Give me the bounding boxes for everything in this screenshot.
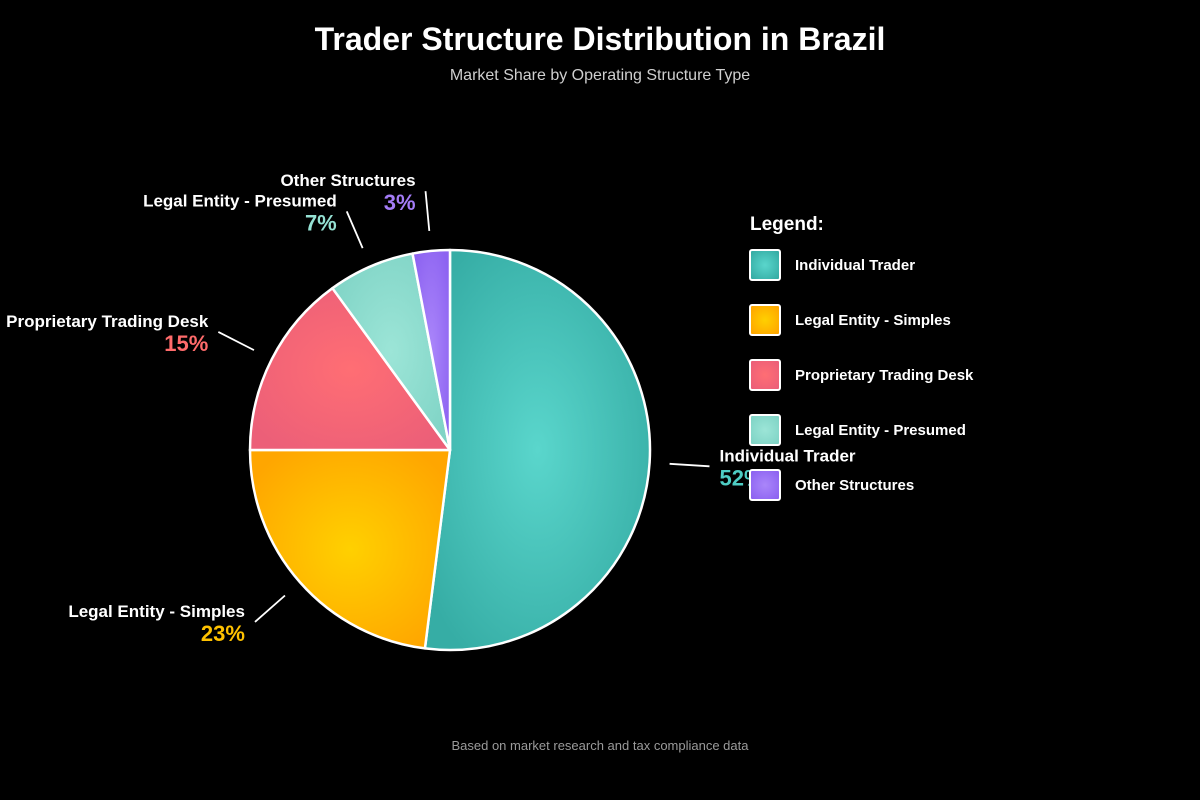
- legend-swatch-individual-trader: [749, 249, 781, 281]
- legend-swatch-legal-entity-simples: [749, 304, 781, 336]
- legend-swatch-proprietary-trading-desk: [749, 359, 781, 391]
- legend-label-legal-entity-presumed: Legal Entity - Presumed: [795, 422, 966, 439]
- chart-subtitle: Market Share by Operating Structure Type: [450, 67, 750, 84]
- slice-proprietary-trading-desk: [248, 286, 452, 452]
- leader-line-legal-entity-simples: [254, 594, 286, 623]
- slice-value-proprietary-trading-desk: 15%: [164, 331, 208, 356]
- leader-line-individual-trader: [669, 462, 710, 468]
- slice-value-legal-entity-simples: 23%: [201, 621, 245, 646]
- slice-label-proprietary-trading-desk: Proprietary Trading Desk: [6, 312, 209, 331]
- chart-footnote: Based on market research and tax complia…: [451, 738, 749, 753]
- slice-value-legal-entity-presumed: 7%: [305, 210, 337, 235]
- legend-label-individual-trader: Individual Trader: [795, 257, 915, 274]
- slice-label-individual-trader: Individual Trader: [719, 446, 855, 465]
- legend-swatch-other-structures: [749, 469, 781, 501]
- slice-label-legal-entity-simples: Legal Entity - Simples: [68, 602, 245, 621]
- slice-label-other-structures: Other Structures: [280, 171, 415, 190]
- legend: Legend: Individual Trader Legal Entity - …: [749, 214, 974, 501]
- leader-line-other-structures: [424, 191, 431, 232]
- legend-label-other-structures: Other Structures: [795, 477, 914, 494]
- slice-legal-entity-simples: [248, 448, 452, 650]
- legend-label-proprietary-trading-desk: Proprietary Trading Desk: [795, 367, 974, 384]
- legend-title: Legend:: [750, 214, 824, 235]
- slice-label-legal-entity-presumed: Legal Entity - Presumed: [143, 191, 337, 210]
- slice-individual-trader: [423, 248, 652, 652]
- chart-title: Trader Structure Distribution in Brazil: [315, 21, 886, 57]
- legend-swatch-legal-entity-presumed: [749, 414, 781, 446]
- legend-label-legal-entity-simples: Legal Entity - Simples: [795, 312, 951, 329]
- pie-slices: [248, 248, 652, 652]
- slice-value-other-structures: 3%: [384, 190, 416, 215]
- leader-lines: [217, 191, 710, 623]
- leader-line-legal-entity-presumed: [345, 211, 364, 249]
- slice-other-structures: [411, 248, 452, 452]
- leader-line-proprietary-trading-desk: [217, 331, 255, 351]
